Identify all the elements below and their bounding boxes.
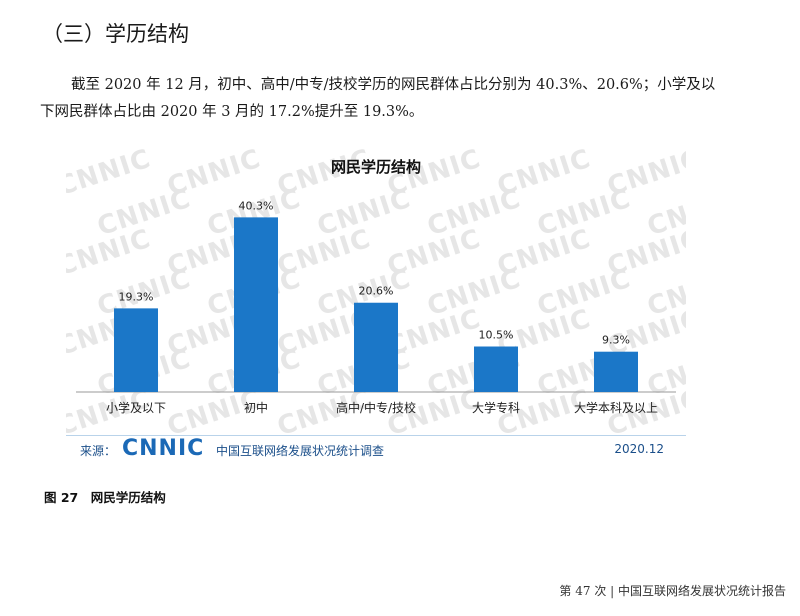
bar <box>354 302 398 392</box>
bar-value-label: 20.6% <box>359 285 394 298</box>
source-divider <box>66 435 686 436</box>
category-label: 高中/中专/技校 <box>336 400 416 415</box>
source-label: 来源： <box>80 444 117 458</box>
bar <box>474 346 518 392</box>
category-label: 小学及以下 <box>106 400 166 415</box>
bar <box>114 308 158 392</box>
bar-value-label: 40.3% <box>239 199 274 212</box>
bar-value-label: 10.5% <box>479 329 514 342</box>
category-label: 大学专科 <box>472 400 520 415</box>
bar-value-label: 9.3% <box>602 334 630 347</box>
body-paragraph: 截至 2020 年 12 月，初中、高中/中专/技校学历的网民群体占比分别为 4… <box>40 77 716 120</box>
chart-container: CNNIC CNNIC CNNIC CNNIC CNNIC CNNIC CNNIC CNNIC… <box>66 138 686 464</box>
cnnic-logo: CNNIC <box>122 436 205 461</box>
page-footer: 第 47 次 | 中国互联网络发展状况统计报告 <box>559 584 786 598</box>
chart-title: 网民学历结构 <box>330 158 421 176</box>
bar-value-label: 19.3% <box>119 290 154 303</box>
bar-chart: 19.3% 小学及以下 40.3% 初中 20.6% 高中/中专/技校 10.5% 大学专科 9… <box>76 199 676 415</box>
source-date: 2020.12 <box>614 442 664 456</box>
category-label: 初中 <box>244 400 268 415</box>
category-label: 大学本科及以上 <box>574 400 658 415</box>
source-name: 中国互联网络发展状况统计调查 <box>216 444 385 458</box>
bar <box>594 351 638 392</box>
figure-caption: 图 27 网民学历结构 <box>44 490 166 505</box>
bar <box>234 217 278 392</box>
section-title: （三）学历结构 <box>42 22 189 46</box>
